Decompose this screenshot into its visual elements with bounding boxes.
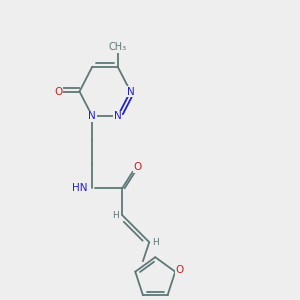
Text: O: O [176,265,184,275]
Text: N: N [88,111,96,121]
Text: HN: HN [73,183,88,193]
Text: H: H [152,238,159,247]
Text: N: N [127,86,134,97]
Text: CH₃: CH₃ [109,42,127,52]
Text: N: N [114,111,122,121]
Text: H: H [112,211,119,220]
Text: O: O [133,162,141,172]
Text: O: O [54,86,63,97]
